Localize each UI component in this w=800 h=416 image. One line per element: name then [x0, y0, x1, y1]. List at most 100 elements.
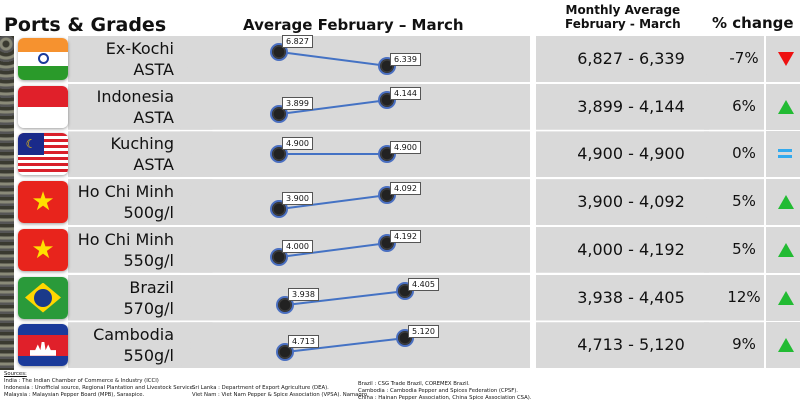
- table-row: Brazil 570g/l 3.938 4.405 3,938 - 4,405 1…: [14, 274, 800, 321]
- data-label-mar: 4.144: [390, 86, 421, 100]
- flag-cambodia: [18, 324, 68, 367]
- trend-indicator: [778, 242, 794, 257]
- range-bg: [536, 322, 724, 369]
- source-item: Viet Nam : Viet Nam Pepper & Spice Assoc…: [192, 392, 369, 398]
- monthly-header-line1: Monthly Average: [565, 3, 681, 17]
- port-name: Brazil 570g/l: [123, 277, 174, 319]
- port-name: Ex-Kochi ASTA: [106, 38, 174, 80]
- table-row: Indonesia ASTA 3.899 4.144 3,899 - 4,144 …: [14, 83, 800, 130]
- sources-col2: Sri Lanka : Department of Export Agricul…: [192, 385, 369, 399]
- grade-label: ASTA: [133, 107, 174, 127]
- source-item: Malaysia : Malaysian Pepper Board (MPB),…: [4, 392, 145, 398]
- source-item: Cambodia : Cambodia Pepper and Spices Fe…: [358, 388, 518, 394]
- pct-change: -7%: [729, 49, 759, 67]
- chart-bg: [180, 322, 530, 369]
- chart-bg: [180, 179, 530, 226]
- chart-bg: [180, 36, 530, 82]
- trend-indicator: [778, 338, 794, 353]
- range-bg: [536, 226, 724, 273]
- monthly-header-line2: February - March: [565, 17, 681, 31]
- data-label-feb: 3.900: [282, 192, 313, 206]
- data-label-feb: 4.713: [288, 335, 319, 349]
- sources-col1: Sources: India : The Indian Chamber of Co…: [4, 371, 195, 399]
- sources-col3: Brazil : CSG Trade Brazil, COREMEX Brazi…: [358, 381, 532, 402]
- source-item: India : The Indian Chamber of Commerce &…: [4, 378, 159, 384]
- change-header: % change: [712, 14, 794, 32]
- range-value: 4,000 - 4,192: [577, 239, 685, 259]
- series-line: [279, 51, 389, 67]
- monthly-header: Monthly Average February - March: [565, 3, 681, 31]
- grade-label: ASTA: [133, 155, 174, 175]
- port-label: Ho Chi Minh: [77, 229, 174, 249]
- range-value: 4,713 - 5,120: [577, 335, 685, 355]
- range-value: 3,900 - 4,092: [577, 192, 685, 212]
- range-value: 3,899 - 4,144: [577, 96, 685, 116]
- grade-label: 570g/l: [123, 298, 174, 318]
- data-label-mar: 4.405: [408, 277, 439, 291]
- table-row: Cambodia 550g/l 4.713 5.120 4,713 - 5,120…: [14, 322, 800, 369]
- data-label-feb: 3.899: [282, 96, 313, 110]
- source-item: China : Hainan Pepper Association, China…: [358, 395, 532, 401]
- port-label: Ho Chi Minh: [77, 182, 174, 202]
- chart-bg: [180, 226, 530, 273]
- data-label-feb: 6.827: [282, 35, 313, 48]
- data-label-mar: 4.092: [390, 182, 421, 196]
- port-label: Cambodia: [93, 325, 174, 345]
- source-item: Brazil : CSG Trade Brazil, COREMEX Brazi…: [358, 381, 470, 387]
- pct-bg: [704, 226, 764, 273]
- pct-change: 5%: [732, 192, 756, 211]
- range-bg: [536, 274, 724, 321]
- port-name: Ho Chi Minh 550g/l: [78, 229, 174, 271]
- grade-label: 500g/l: [123, 203, 174, 223]
- port-label: Kuching: [110, 134, 174, 154]
- series-line: [279, 241, 389, 258]
- series-line: [285, 289, 407, 306]
- port-label: Indonesia: [96, 86, 174, 106]
- series-line: [280, 153, 388, 156]
- range-value: 3,938 - 4,405: [577, 287, 685, 307]
- range-bg: [536, 36, 724, 82]
- series-line: [285, 337, 407, 354]
- up-arrow-icon: [778, 242, 794, 257]
- down-arrow-icon: [778, 52, 794, 66]
- pepper-image: [0, 36, 14, 370]
- trend-indicator: [778, 147, 792, 159]
- series-line: [279, 194, 389, 211]
- source-item: Indonesia : Unofficial source, Regional …: [4, 385, 195, 391]
- trend-indicator: [778, 99, 794, 114]
- data-label-feb: 4.000: [282, 239, 313, 253]
- port-name: Indonesia ASTA: [97, 86, 174, 128]
- pct-bg: [704, 36, 764, 82]
- data-label-mar: 5.120: [408, 325, 439, 339]
- up-arrow-icon: [778, 290, 794, 305]
- pct-bg: [704, 274, 764, 321]
- pct-bg: [704, 83, 764, 130]
- pct-change: 6%: [732, 96, 756, 115]
- sources-title: Sources:: [4, 371, 27, 377]
- table-row: ☾ Kuching ASTA 4.900 4.900 4,900 - 4,900 …: [14, 131, 800, 178]
- data-label-feb: 3.938: [288, 287, 319, 301]
- flag-brazil: [18, 276, 68, 319]
- data-label-mar: 6.339: [390, 53, 421, 66]
- pct-change: 0%: [732, 144, 756, 163]
- port-name: Cambodia 550g/l: [93, 324, 174, 366]
- up-arrow-icon: [778, 99, 794, 114]
- flag-vietnam: ★: [18, 181, 68, 224]
- pct-change: 9%: [732, 335, 756, 354]
- range-value: 4,900 - 4,900: [577, 144, 685, 164]
- flag-indonesia: [18, 85, 68, 128]
- flag-vietnam: ★: [18, 228, 68, 271]
- port-label: Brazil: [129, 277, 174, 297]
- pct-change: 12%: [727, 287, 761, 306]
- ports-header: Ports & Grades: [4, 14, 167, 36]
- up-arrow-icon: [778, 195, 794, 210]
- grade-label: 550g/l: [123, 250, 174, 270]
- trend-indicator: [778, 52, 794, 66]
- range-bg: [536, 179, 724, 226]
- arrow-bg: [766, 131, 800, 178]
- range-bg: [536, 131, 724, 178]
- range-bg: [536, 83, 724, 130]
- port-name: Ho Chi Minh 500g/l: [78, 181, 174, 223]
- data-label-mar: 4.900: [390, 141, 421, 155]
- pct-bg: [704, 179, 764, 226]
